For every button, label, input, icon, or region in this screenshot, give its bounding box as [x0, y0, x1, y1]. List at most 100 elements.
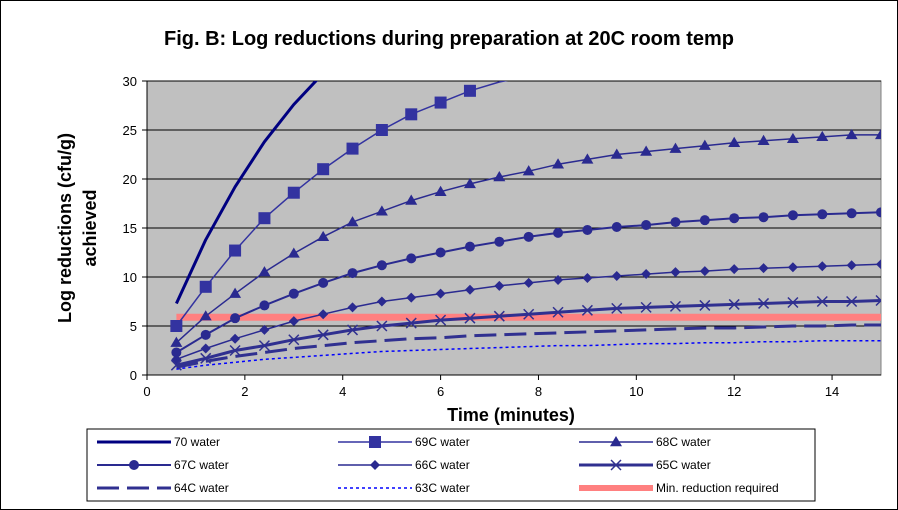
marker-circle	[406, 253, 417, 264]
marker-triangle	[346, 216, 359, 227]
y-tick-label: 5	[130, 319, 137, 334]
marker-circle	[846, 208, 857, 219]
marker-circle	[641, 220, 652, 231]
marker-diamond	[699, 266, 710, 277]
y-axis-title-line2: achieved	[80, 189, 100, 266]
marker-triangle	[405, 194, 418, 205]
legend-label: 65C water	[656, 458, 711, 472]
marker-triangle	[581, 153, 594, 164]
marker-diamond	[376, 296, 387, 307]
series-line	[175, 81, 318, 305]
marker-diamond	[230, 333, 241, 344]
marker-triangle	[258, 266, 271, 277]
y-tick-label: 30	[123, 74, 137, 89]
plot-area	[146, 80, 882, 376]
marker-circle	[318, 277, 329, 288]
marker-triangle	[434, 185, 447, 196]
marker-diamond	[406, 292, 417, 303]
marker-triangle	[640, 145, 653, 156]
marker-diamond	[846, 260, 857, 271]
legend-box	[86, 428, 816, 502]
legend-item: 65C water	[579, 458, 711, 472]
marker-x	[229, 344, 241, 357]
legend-item: 69C water	[338, 435, 470, 449]
marker-diamond	[171, 354, 182, 365]
legend-item: 67C water	[97, 458, 229, 472]
marker-circle	[582, 224, 593, 235]
marker-x	[816, 295, 828, 308]
marker-square	[287, 186, 300, 199]
series-69c-water	[170, 81, 509, 332]
marker-diamond	[729, 264, 740, 275]
marker-x	[875, 294, 881, 307]
marker-square	[199, 280, 212, 293]
y-tick-label: 20	[123, 172, 137, 187]
marker-x	[523, 308, 535, 320]
marker-circle	[494, 236, 505, 247]
marker-square	[463, 84, 476, 97]
marker-x	[346, 324, 359, 336]
marker-x	[669, 300, 682, 312]
legend-label: 63C water	[415, 481, 470, 495]
marker-triangle	[229, 287, 242, 298]
legend-label: 64C water	[174, 481, 229, 495]
marker-diamond	[876, 259, 881, 270]
marker-x	[846, 295, 858, 308]
marker-circle	[876, 207, 881, 218]
marker-x	[170, 359, 182, 371]
marker-circle	[817, 209, 828, 220]
series-layer	[170, 81, 881, 371]
marker-diamond	[582, 272, 593, 283]
marker-triangle	[552, 158, 565, 169]
marker-triangle	[287, 247, 300, 258]
legend-item: 68C water	[579, 435, 711, 449]
marker-square	[258, 212, 271, 225]
series-67c-water	[171, 207, 881, 358]
marker-circle	[787, 210, 798, 221]
x-tick-label: 6	[437, 384, 444, 399]
marker-square	[434, 96, 447, 109]
y-tick-label: 0	[130, 368, 137, 383]
marker-square	[229, 244, 242, 257]
series-70-water	[175, 81, 318, 305]
legend-label: 69C water	[415, 435, 470, 449]
series-line	[176, 339, 881, 370]
marker-square	[405, 108, 418, 121]
legend: 70 water 69C water 68C water 67C water 66C w…	[86, 428, 816, 502]
legend-label: 70 water	[174, 435, 220, 449]
marker-diamond	[523, 277, 534, 288]
series-63c-water	[176, 339, 881, 370]
marker-triangle	[199, 310, 212, 321]
marker-circle	[200, 329, 211, 340]
marker-x	[258, 340, 270, 352]
x-ticks: 0 2 4 6 8 10 12 14	[143, 375, 839, 399]
marker-x	[699, 299, 711, 311]
marker-x	[611, 302, 623, 314]
marker-x	[317, 329, 329, 341]
marker-circle	[464, 241, 475, 252]
marker-diamond	[494, 280, 505, 291]
series-66c-water	[171, 259, 881, 365]
legend-label: Min. reduction required	[656, 481, 779, 495]
marker-triangle	[875, 128, 881, 140]
series-65c-water	[170, 294, 881, 371]
marker-x	[728, 298, 740, 310]
marker-circle	[729, 213, 740, 224]
marker-circle	[699, 215, 710, 226]
marker-triangle	[669, 142, 682, 153]
marker-circle	[259, 300, 270, 311]
marker-x	[376, 320, 388, 332]
marker-x	[288, 334, 300, 346]
marker-diamond	[670, 267, 681, 278]
series-68c-water	[170, 128, 881, 347]
marker-triangle	[728, 136, 741, 147]
x-tick-label: 4	[339, 384, 346, 399]
marker-diamond	[758, 263, 769, 274]
marker-x	[758, 297, 770, 309]
x-axis-title: Time (minutes)	[447, 405, 575, 425]
marker-x	[405, 317, 417, 329]
marker-triangle	[816, 130, 829, 142]
marker-circle	[611, 222, 622, 233]
x-tick-label: 10	[629, 384, 643, 399]
